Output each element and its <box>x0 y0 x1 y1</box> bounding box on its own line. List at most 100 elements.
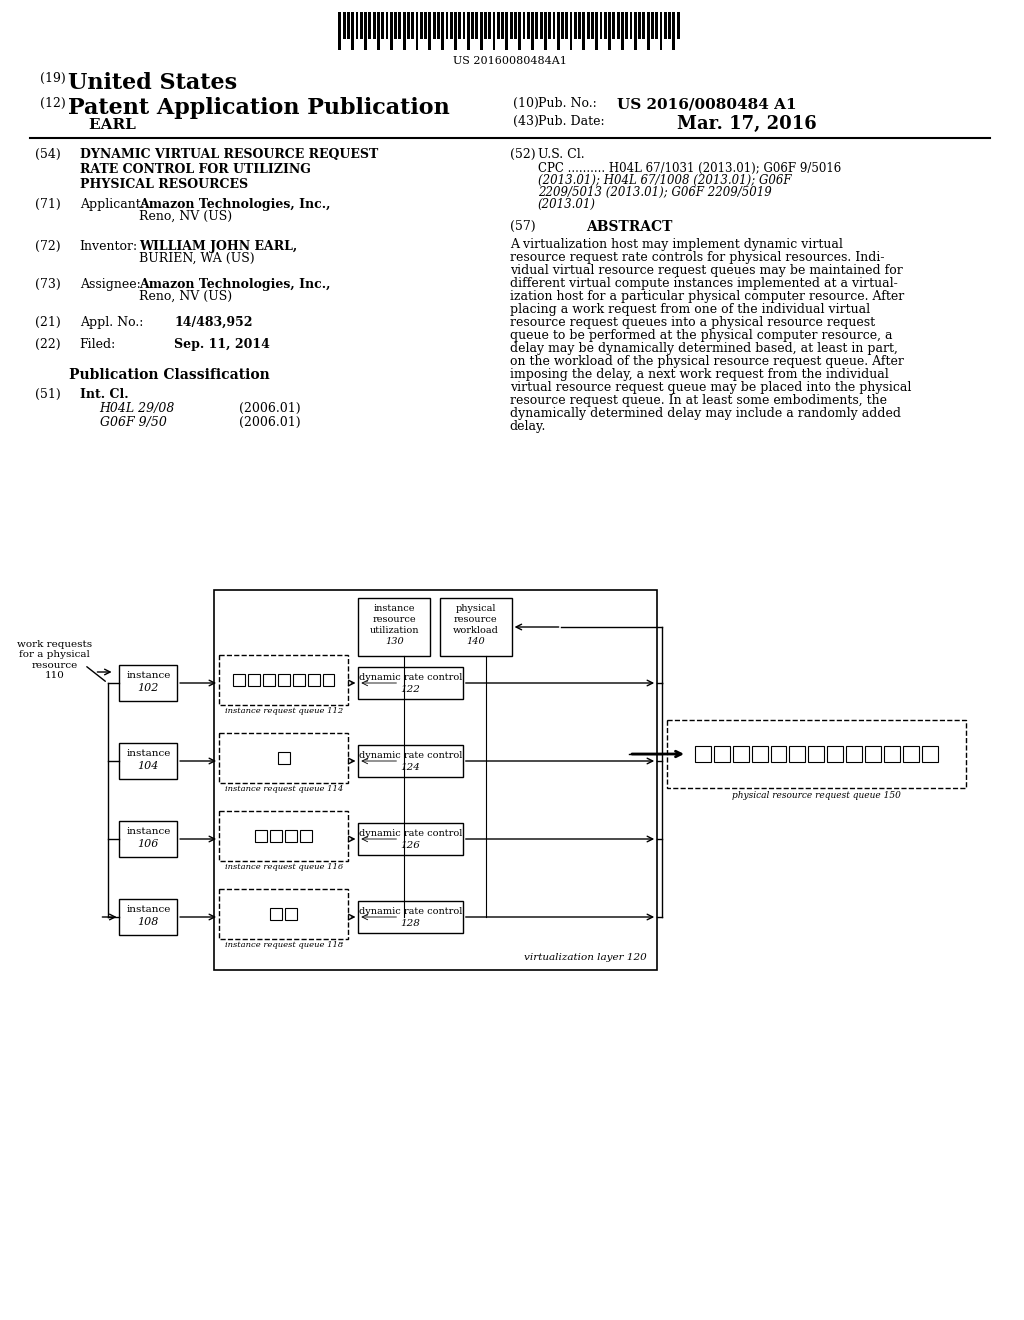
Text: resource: resource <box>454 615 498 624</box>
Text: instance: instance <box>126 828 171 836</box>
Bar <box>347 12 350 38</box>
Bar <box>339 12 341 50</box>
Text: dynamic rate control: dynamic rate control <box>359 673 463 682</box>
Text: Applicant:: Applicant: <box>80 198 144 211</box>
Text: Amazon Technologies, Inc.,: Amazon Technologies, Inc., <box>139 279 331 290</box>
Bar <box>398 12 401 38</box>
Text: (22): (22) <box>35 338 60 351</box>
Bar <box>579 12 581 38</box>
Bar <box>475 12 478 38</box>
Bar <box>433 12 435 38</box>
Text: (21): (21) <box>35 315 60 329</box>
Bar <box>846 746 862 762</box>
Bar <box>232 675 245 686</box>
Bar <box>714 746 730 762</box>
Bar <box>120 665 177 701</box>
Bar <box>659 12 663 50</box>
Text: 108: 108 <box>137 917 159 927</box>
Bar <box>463 12 466 38</box>
Text: 130: 130 <box>385 638 403 645</box>
Text: 122: 122 <box>400 685 421 694</box>
Bar <box>752 746 768 762</box>
Bar <box>642 12 645 38</box>
Text: Sep. 11, 2014: Sep. 11, 2014 <box>174 338 270 351</box>
Text: (2013.01): (2013.01) <box>538 198 596 211</box>
Bar <box>219 888 348 939</box>
Bar <box>365 12 367 50</box>
Bar <box>358 902 463 933</box>
Text: instance request queue 112: instance request queue 112 <box>224 708 343 715</box>
Text: instance request queue 118: instance request queue 118 <box>224 941 343 949</box>
Bar <box>587 12 590 38</box>
Bar <box>922 746 938 762</box>
Text: instance request queue 114: instance request queue 114 <box>224 785 343 793</box>
Text: U.S. Cl.: U.S. Cl. <box>538 148 585 161</box>
Bar <box>865 746 881 762</box>
Text: work requests
for a physical
resource
110: work requests for a physical resource 11… <box>17 640 92 680</box>
Bar <box>630 12 633 38</box>
Bar <box>733 746 749 762</box>
Bar <box>214 590 657 970</box>
Text: Mar. 17, 2016: Mar. 17, 2016 <box>677 115 817 133</box>
Text: resource request queues into a physical resource request: resource request queues into a physical … <box>510 315 874 329</box>
Text: (2013.01); H04L 67/1008 (2013.01); G06F: (2013.01); H04L 67/1008 (2013.01); G06F <box>538 174 792 187</box>
Text: (10): (10) <box>513 96 539 110</box>
Bar <box>595 12 598 50</box>
Bar <box>583 12 586 50</box>
Text: (57): (57) <box>510 220 536 234</box>
Bar <box>402 12 406 50</box>
Bar <box>407 12 410 38</box>
Text: 14/483,952: 14/483,952 <box>174 315 253 329</box>
Text: US 20160080484A1: US 20160080484A1 <box>453 55 566 66</box>
Bar <box>561 12 564 38</box>
Bar <box>471 12 474 38</box>
Bar <box>440 598 512 656</box>
Bar <box>497 12 500 38</box>
Text: (73): (73) <box>35 279 60 290</box>
Bar <box>526 12 529 38</box>
Text: different virtual compute instances implemented at a virtual-: different virtual compute instances impl… <box>510 277 897 290</box>
Bar <box>548 12 551 38</box>
Text: instance: instance <box>126 671 171 680</box>
Bar <box>484 12 486 38</box>
Bar <box>263 675 274 686</box>
Bar <box>420 12 423 38</box>
Text: Pub. Date:: Pub. Date: <box>538 115 604 128</box>
Text: physical resource request queue 150: physical resource request queue 150 <box>732 791 901 800</box>
Bar <box>278 752 290 764</box>
Bar <box>569 12 572 50</box>
Text: imposing the delay, a next work request from the individual: imposing the delay, a next work request … <box>510 368 889 381</box>
Text: Int. Cl.: Int. Cl. <box>80 388 128 401</box>
Text: on the workload of the physical resource request queue. After: on the workload of the physical resource… <box>510 355 903 368</box>
Text: delay may be dynamically determined based, at least in part,: delay may be dynamically determined base… <box>510 342 898 355</box>
Text: Filed:: Filed: <box>80 338 116 351</box>
Bar <box>553 12 555 38</box>
Text: physical: physical <box>456 605 496 612</box>
Bar <box>459 12 461 38</box>
Text: DYNAMIC VIRTUAL RESOURCE REQUEST
RATE CONTROL FOR UTILIZING
PHYSICAL RESOURCES: DYNAMIC VIRTUAL RESOURCE REQUEST RATE CO… <box>80 148 378 191</box>
Bar <box>454 12 457 50</box>
Text: delay.: delay. <box>510 420 546 433</box>
Text: dynamic rate control: dynamic rate control <box>359 751 463 760</box>
Bar <box>480 12 482 50</box>
Bar <box>358 822 463 855</box>
Bar <box>493 12 496 50</box>
Bar <box>667 719 966 788</box>
Text: ization host for a particular physical computer resource. After: ization host for a particular physical c… <box>510 290 904 304</box>
Bar <box>506 12 508 50</box>
Bar <box>390 12 393 50</box>
Text: (71): (71) <box>35 198 60 211</box>
Bar <box>565 12 568 38</box>
Text: vidual virtual resource request queues may be maintained for: vidual virtual resource request queues m… <box>510 264 902 277</box>
Bar <box>488 12 492 38</box>
Bar <box>307 675 319 686</box>
Bar <box>437 12 439 38</box>
Text: virtual resource request queue may be placed into the physical: virtual resource request queue may be pl… <box>510 381 911 393</box>
Text: Appl. No.:: Appl. No.: <box>80 315 143 329</box>
Text: Assignee:: Assignee: <box>80 279 140 290</box>
Bar <box>343 12 346 38</box>
Bar <box>386 12 388 38</box>
Bar <box>557 12 560 50</box>
Text: instance: instance <box>126 748 171 758</box>
Bar <box>790 746 806 762</box>
